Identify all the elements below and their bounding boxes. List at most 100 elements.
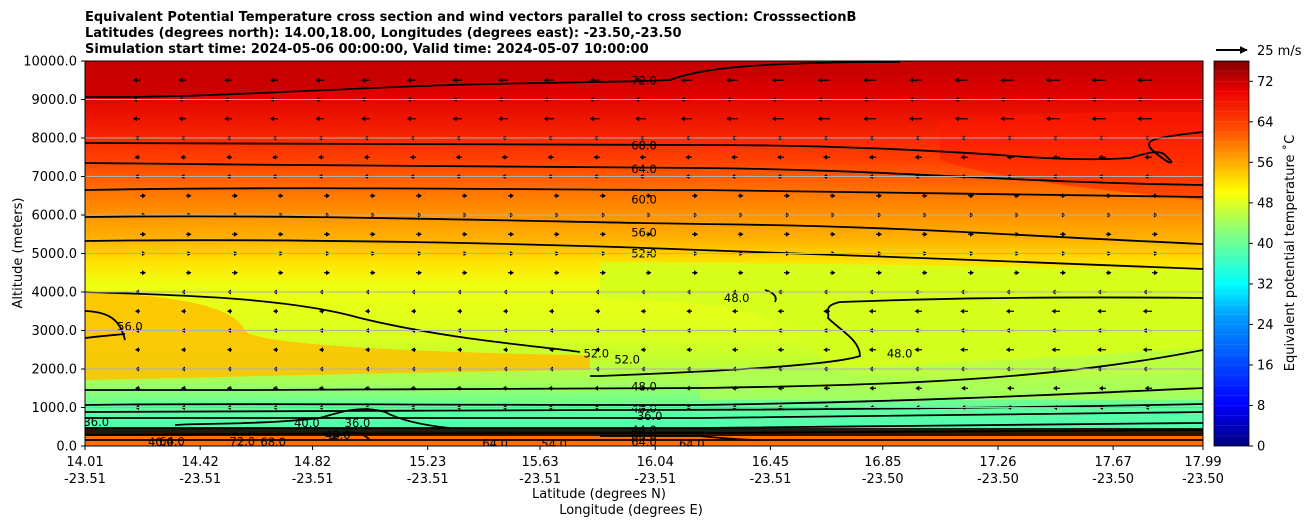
wind-vector-head: [1142, 347, 1147, 353]
wind-vector-head: [1142, 308, 1147, 314]
wind-vector-head: [831, 193, 836, 199]
contour-label: 36.0: [345, 416, 371, 430]
wind-vector-head: [371, 193, 376, 199]
wind-vector-head: [954, 77, 959, 83]
y-tick-label: 0.0: [56, 440, 77, 455]
wind-vector-head: [680, 77, 685, 83]
wind-vector-head: [680, 116, 685, 122]
wind-vector-head: [914, 347, 919, 353]
wind-vector-head: [279, 193, 284, 199]
wind-vector-head: [831, 270, 836, 276]
wind-vector-head: [1046, 116, 1050, 122]
colorbar-label: Equivalent potential temperature ˚C: [1282, 135, 1298, 371]
wind-vector-head: [1154, 270, 1158, 276]
wind-vector-head: [187, 231, 192, 237]
wind-vector-head: [181, 347, 185, 353]
wind-vector-head: [555, 231, 560, 237]
x-tick-label-lon: -23.51: [64, 472, 106, 487]
wind-vector-head: [772, 77, 777, 83]
contour-label: 40.0: [148, 435, 174, 449]
wind-vector-head: [1144, 154, 1149, 160]
wind-vector-head: [593, 154, 598, 160]
wind-vector-head: [1154, 231, 1158, 237]
wind-vector-head: [817, 116, 822, 122]
wind-vector-head: [694, 231, 698, 237]
wind-vector-head: [234, 231, 238, 237]
wind-vector-head: [923, 270, 928, 276]
chart-title-line-2: Latitudes (degrees north): 14.00,18.00, …: [85, 26, 682, 41]
contour-label: 56.0: [117, 320, 143, 334]
wind-vector-head: [463, 193, 468, 199]
colorbar-tick-label: 32: [1257, 277, 1274, 292]
filled-contour-region: [85, 292, 590, 380]
x-axis-label-latitude: Latitude (degrees N): [532, 487, 666, 502]
wind-vector-head: [273, 347, 277, 353]
wind-vector-head: [1097, 308, 1102, 314]
wind-vector-head: [279, 270, 284, 276]
wind-vector-head: [647, 231, 652, 237]
wind-vector-head: [863, 116, 868, 122]
contour-label: 68.0: [631, 139, 657, 153]
colorbar-tick-label: 8: [1257, 399, 1265, 414]
wind-vector-head: [1005, 347, 1010, 353]
wind-vector-head: [364, 154, 368, 160]
contour-label: 52.0: [614, 352, 640, 366]
contour-line-44: [85, 387, 1203, 406]
wind-vector-head: [915, 385, 920, 391]
y-tick-label: 4000.0: [32, 286, 78, 301]
wind-vector-head: [135, 347, 139, 353]
contour-label: 36.0: [637, 409, 663, 423]
wind-vector-head: [817, 77, 822, 83]
wind-vector-head: [510, 270, 514, 276]
contour-label-layer: 72.068.064.060.056.052.056.052.0 52.048.0…: [85, 73, 912, 451]
wind-vector-head: [960, 154, 965, 160]
wind-vector-head: [954, 116, 959, 122]
wind-vector-head: [269, 116, 274, 122]
wind-vector-head: [361, 116, 366, 122]
wind-vector-head: [406, 116, 411, 122]
wind-vector-head: [1098, 385, 1103, 391]
colorbar-frame: [1213, 60, 1250, 447]
contour-label: 44.0: [631, 423, 657, 437]
quiver-key-label: 25 m/s: [1257, 44, 1302, 59]
wind-vector-head: [739, 193, 744, 199]
contour-line-52: [85, 239, 1203, 270]
wind-vector-head: [1053, 385, 1057, 391]
wind-vector-head: [315, 77, 320, 83]
wind-vector-head: [1107, 231, 1112, 237]
wind-vector-head: [635, 116, 640, 122]
wind-vector-head: [1091, 77, 1096, 83]
wind-vector-head: [133, 77, 137, 83]
wind-vector-head: [510, 231, 514, 237]
wind-vector-head: [1046, 77, 1050, 83]
wind-vector-head: [1144, 385, 1149, 391]
wind-vector-head: [409, 154, 414, 160]
colorbar-tick-label: 24: [1257, 318, 1274, 333]
contour-label: 54.0: [541, 437, 567, 451]
wind-vector-head: [595, 347, 599, 353]
wind-vector-head: [178, 116, 183, 122]
wind-vector-head: [923, 231, 928, 237]
wind-vector-head: [694, 193, 698, 199]
wind-vector-head: [510, 193, 514, 199]
x-tick-label-lon: -23.50: [1182, 472, 1224, 487]
wind-vector-head: [868, 347, 873, 353]
filled-contour-region: [85, 61, 1203, 97]
wind-vector-head: [457, 308, 461, 314]
contour-line-64: [85, 162, 1203, 186]
wind-vector-head: [543, 116, 548, 122]
y-axis-label: Altitude (meters): [11, 198, 26, 309]
contour-label: 40.0: [294, 416, 320, 430]
x-tick-label-lon: -23.51: [519, 472, 561, 487]
wind-vector-head: [1015, 270, 1020, 276]
wind-vector-head: [181, 308, 185, 314]
wind-vector-head: [226, 154, 231, 160]
wind-vector-head: [319, 347, 323, 353]
wind-vector-head: [187, 193, 192, 199]
wind-vector-head: [878, 231, 882, 237]
wind-vector-head: [823, 154, 827, 160]
x-tick-label-lat: 16.04: [637, 455, 674, 470]
wind-vector-head: [786, 270, 790, 276]
wind-vector-head: [863, 77, 868, 83]
